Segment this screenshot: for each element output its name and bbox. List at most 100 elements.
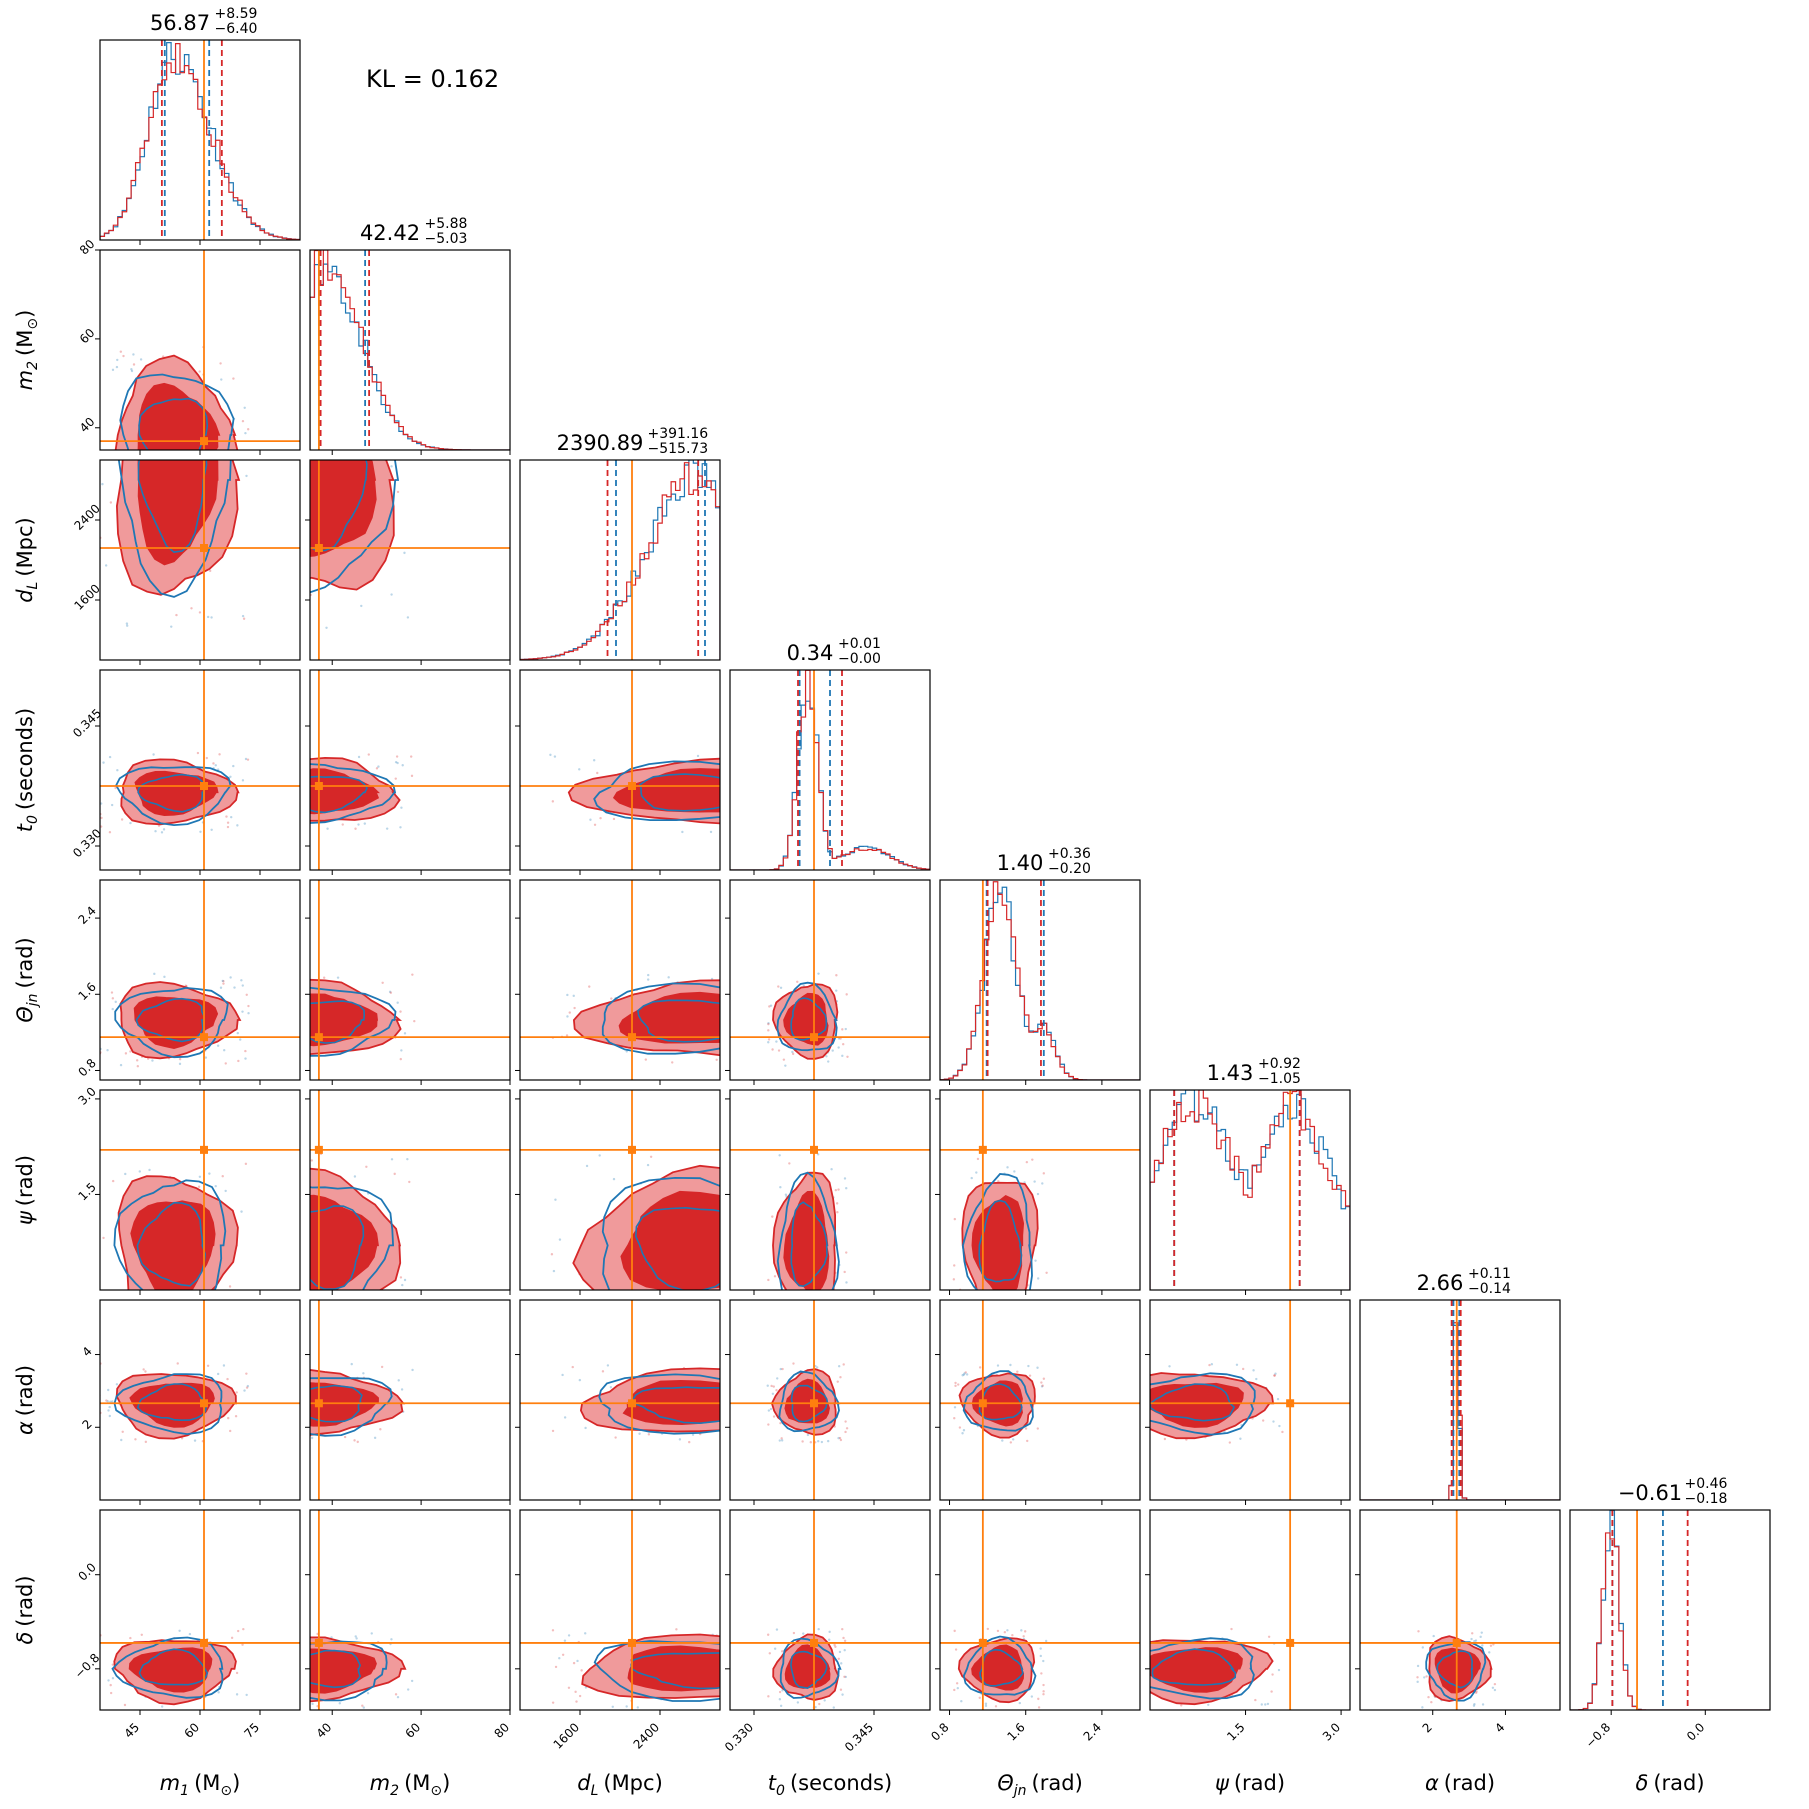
contour-blue-outer-7-5: [1150, 1637, 1255, 1700]
scatter-point-6-1: [350, 1362, 353, 1366]
y-tick-label-3-0: 0.330: [70, 826, 104, 860]
scatter-point-5-1: [256, 1246, 258, 1248]
panel-title-plus-7: +0.46: [1685, 1476, 1728, 1492]
scatter-point-4-2: [740, 1004, 742, 1006]
panel-frame-2-1: [309, 459, 511, 661]
scatter-point-1-0: [232, 377, 235, 380]
contour-blue-inner-7-1: [310, 1649, 362, 1689]
scatter-point-6-5: [1133, 1437, 1135, 1439]
scatter-point-2-0: [225, 371, 227, 373]
contour-red-inner-5-1: [310, 1194, 379, 1290]
scatter-point-6-3: [792, 1362, 795, 1365]
scatter-point-6-5: [1235, 1363, 1239, 1366]
scatter-point-4-3: [777, 985, 780, 988]
scatter-point-6-3: [809, 1441, 813, 1444]
scatter-point-1-0: [226, 451, 228, 453]
scatter-point-4-3: [817, 972, 820, 975]
scatter-point-7-3: [842, 1636, 845, 1640]
kl-divergence-label: KL = 0.162: [366, 65, 500, 93]
scatter-point-6-3: [844, 1430, 847, 1434]
scatter-point-4-0: [178, 1062, 182, 1066]
scatter-point-3-1: [267, 789, 269, 791]
scatter-point-3-1: [363, 822, 367, 825]
scatter-point-1-0: [107, 471, 109, 473]
panel-frame-7-6: [1359, 1509, 1561, 1711]
scatter-point-7-4: [1039, 1647, 1042, 1650]
scatter-point-6-5: [1109, 1365, 1111, 1367]
panel-frame-1-1: [309, 249, 511, 451]
scatter-point-6-5: [1128, 1438, 1130, 1440]
scatter-point-6-2: [606, 1364, 610, 1367]
scatter-point-2-1: [285, 466, 287, 468]
scatter-point-5-1: [294, 1167, 296, 1169]
truth-marker-7-4: [978, 1638, 987, 1647]
x-tick-label-0-2: 75: [241, 1720, 262, 1741]
contour-blue-inner-7-6: [1436, 1650, 1474, 1689]
panel-title-minus-3: −0.00: [838, 651, 881, 667]
scatter-point-7-5: [1122, 1697, 1124, 1699]
scatter-point-5-2: [712, 1327, 714, 1329]
scatter-point-4-1: [305, 1025, 307, 1027]
scatter-point-6-5: [1163, 1437, 1167, 1441]
scatter-point-5-1: [392, 1332, 394, 1334]
scatter-point-7-1: [366, 1692, 370, 1695]
scatter-point-5-1: [313, 1333, 315, 1335]
panel-title-5: 1.43: [1207, 1061, 1254, 1085]
scatter-point-6-3: [778, 1439, 781, 1442]
scatter-point-4-3: [784, 1064, 787, 1067]
y-tick-label-6-0: 2: [80, 1417, 95, 1432]
scatter-point-5-1: [384, 1306, 386, 1308]
scatter-point-4-1: [403, 1032, 407, 1035]
scatter-point-5-3: [834, 1188, 838, 1192]
scatter-point-7-5: [1121, 1684, 1123, 1686]
contour-red-inner-5-2: [620, 1190, 720, 1290]
scatter-point-7-4: [1044, 1639, 1048, 1643]
panel-frame-7-2: [519, 1509, 721, 1711]
x-axis-label-3: t0 (seconds): [768, 1771, 892, 1799]
scatter-point-4-0: [244, 1049, 247, 1053]
scatter-point-5-1: [290, 1255, 292, 1257]
scatter-point-1-0: [99, 454, 101, 456]
scatter-point-6-2: [767, 1392, 769, 1394]
scatter-point-5-0: [240, 1210, 243, 1213]
scatter-point-7-2: [758, 1690, 760, 1692]
scatter-point-3-2: [837, 793, 839, 795]
scatter-point-5-2: [598, 1154, 601, 1157]
scatter-point-4-1: [413, 1019, 416, 1023]
scatter-point-5-0: [197, 1185, 201, 1188]
scatter-point-2-0: [235, 387, 237, 389]
scatter-point-7-4: [978, 1696, 981, 1700]
scatter-point-5-0: [224, 1189, 227, 1193]
scatter-point-3-1: [275, 798, 277, 800]
scatter-point-6-0: [235, 1391, 238, 1394]
scatter-point-1-0: [220, 378, 223, 381]
scatter-point-5-2: [843, 1324, 845, 1326]
scatter-point-5-0: [104, 1307, 106, 1309]
scatter-point-7-1: [304, 1628, 306, 1630]
contour-blue-outer-4-2: [601, 982, 720, 1055]
scatter-point-1-0: [115, 365, 119, 369]
scatter-point-4-1: [291, 1019, 293, 1021]
scatter-point-5-0: [173, 1327, 175, 1329]
scatter-point-7-1: [302, 1679, 304, 1681]
scatter-point-5-4: [1012, 1306, 1014, 1308]
scatter-point-6-1: [287, 1407, 289, 1409]
panel-frame-5-3: [729, 1089, 931, 1291]
scatter-point-6-5: [1129, 1409, 1131, 1411]
scatter-point-3-1: [286, 804, 288, 806]
scatter-point-7-1: [276, 1702, 278, 1704]
scatter-point-4-3: [791, 1050, 794, 1054]
scatter-point-2-1: [269, 344, 271, 346]
contour-red-inner-7-5: [1150, 1647, 1243, 1693]
scatter-point-6-0: [206, 1364, 210, 1368]
scatter-point-3-1: [276, 787, 278, 789]
contour-blue-inner-7-3: [790, 1650, 828, 1689]
scatter-point-7-2: [574, 1690, 577, 1694]
scatter-point-5-2: [765, 1286, 767, 1288]
scatter-point-6-1: [295, 1382, 297, 1384]
scatter-point-4-3: [827, 1060, 830, 1063]
scatter-point-5-1: [390, 1158, 394, 1161]
scatter-point-7-2: [757, 1667, 759, 1669]
contour-red-inner-5-3: [783, 1190, 830, 1290]
scatter-point-6-0: [222, 1364, 226, 1367]
